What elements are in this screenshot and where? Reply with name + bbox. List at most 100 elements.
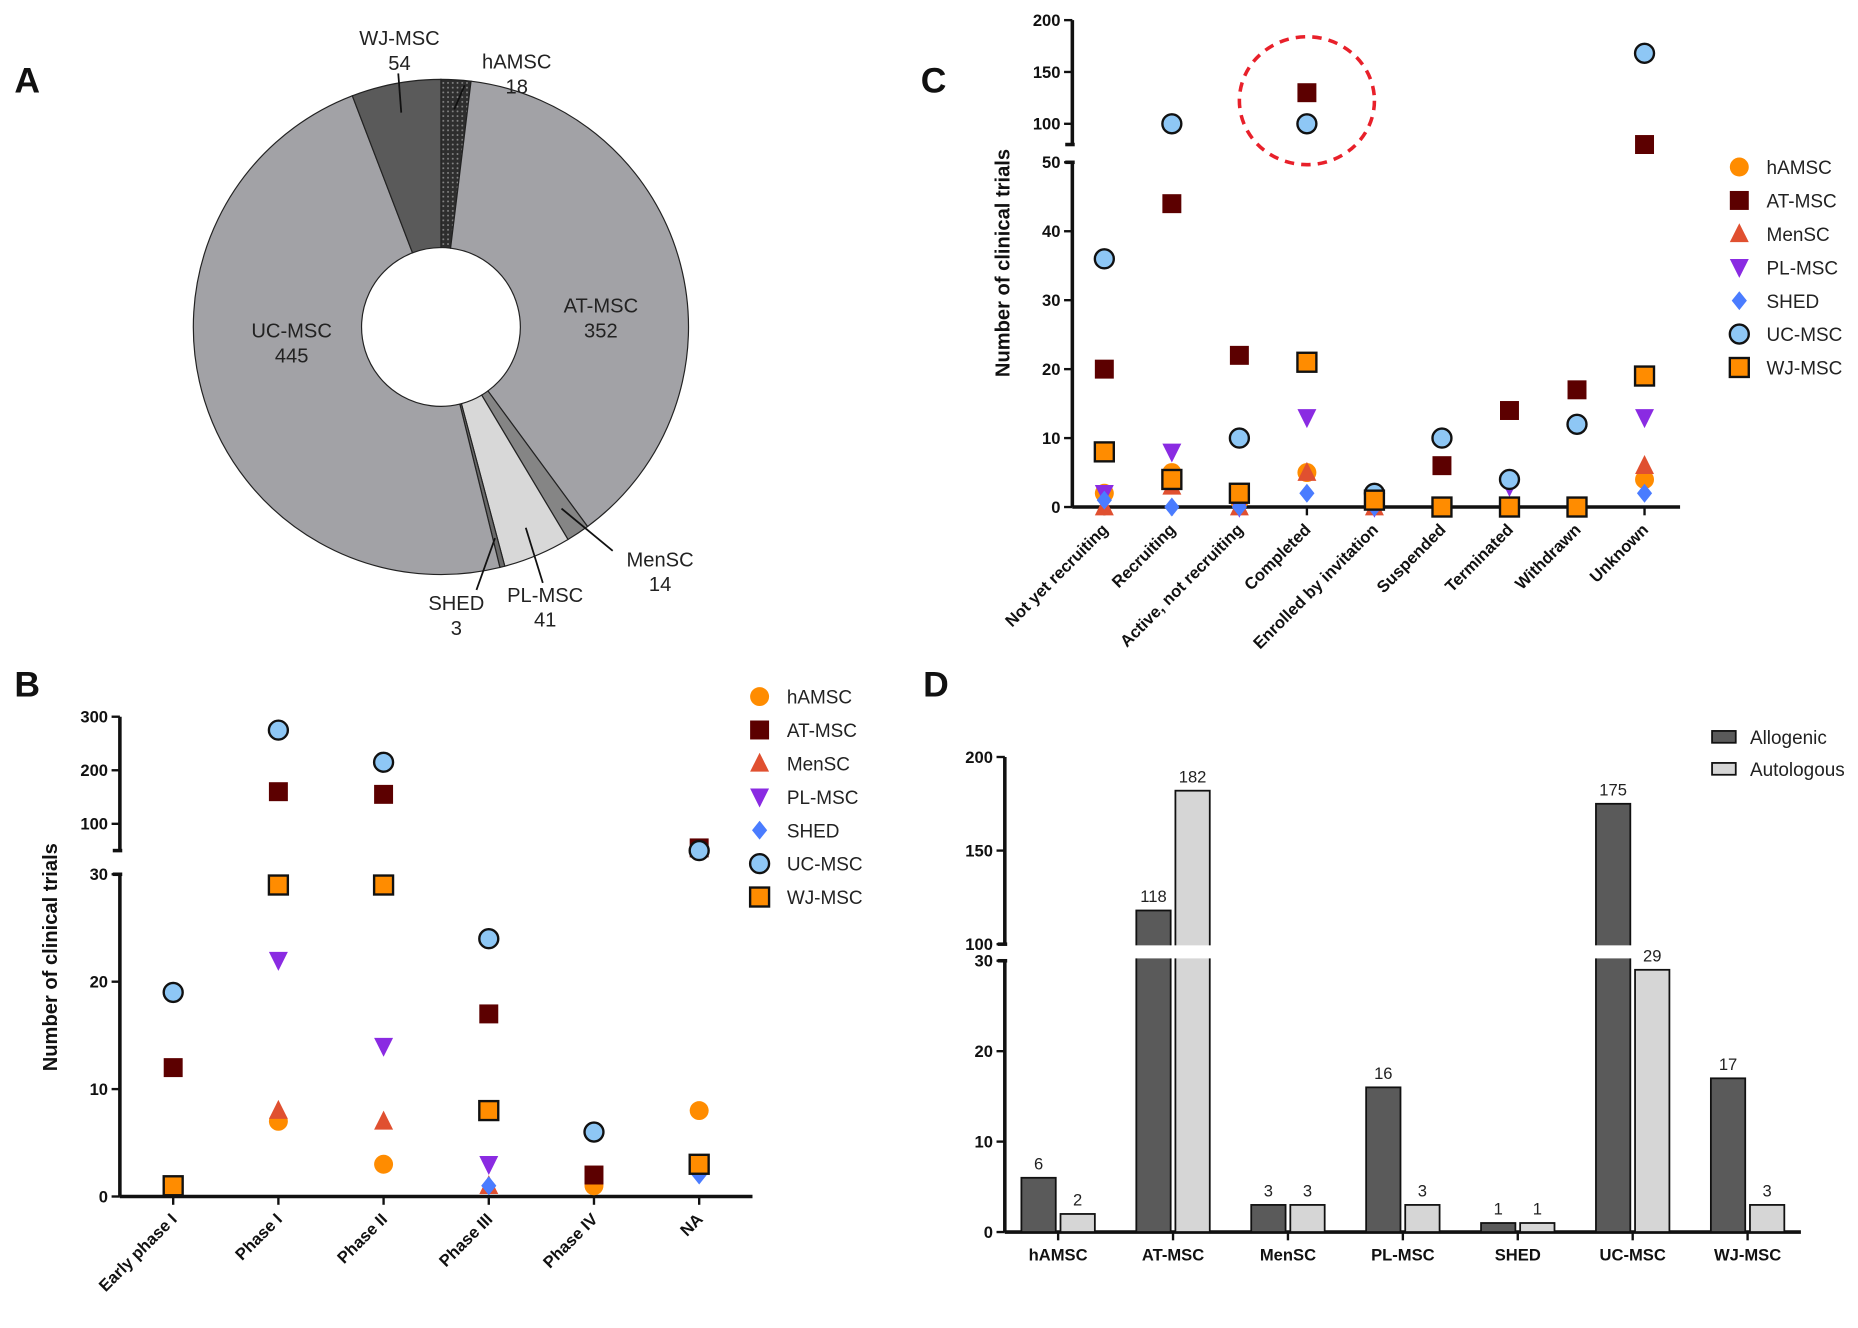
x-tick-label: NA <box>676 1210 706 1240</box>
y-tick-label: 200 <box>1033 11 1061 30</box>
slice-label: UC-MSC <box>251 321 332 343</box>
bar-value-label: 1 <box>1533 1200 1542 1219</box>
marker-uc-msc <box>1728 323 1750 345</box>
marker-wj-msc <box>1093 441 1115 463</box>
x-tick-label: Phase III <box>435 1210 496 1271</box>
y-tick-label: 200 <box>80 761 108 780</box>
marker-at-msc <box>1729 190 1749 210</box>
bar-value-label: 3 <box>1763 1182 1772 1201</box>
marker-wj-msc <box>267 874 290 896</box>
legend-label: SHED <box>1767 292 1820 313</box>
slice-value: 54 <box>388 53 410 75</box>
x-tick-label: UC-MSC <box>1600 1245 1666 1264</box>
slice-value: 41 <box>534 610 556 632</box>
x-tick-label: Completed <box>1240 520 1314 594</box>
leader-line <box>397 73 403 113</box>
marker-wj-msc <box>748 886 771 908</box>
slice-value: 445 <box>275 346 309 368</box>
x-tick-label: Terminated <box>1441 520 1517 596</box>
marker-shed <box>1164 497 1180 517</box>
marker-uc-msc <box>162 981 184 1004</box>
panel-label-d: D <box>923 665 949 705</box>
y-tick-label: 0 <box>1051 498 1060 517</box>
y-axis-label: Number of clinical trials <box>40 843 62 1071</box>
x-tick-label: WJ-MSC <box>1714 1245 1781 1264</box>
marker-uc-msc <box>1431 427 1453 449</box>
marker-hamsc <box>689 1101 709 1121</box>
marker-wj-msc <box>1566 496 1588 518</box>
marker-pl-msc <box>1635 409 1655 429</box>
y-tick-label: 30 <box>90 865 108 884</box>
y-tick-label: 100 <box>80 815 108 834</box>
x-tick-label: Recruiting <box>1108 520 1179 591</box>
bar-allogenic <box>1480 1222 1517 1233</box>
marker-at-msc <box>374 784 394 804</box>
marker-at-msc <box>1162 194 1182 214</box>
marker-wj-msc <box>1296 351 1318 373</box>
marker-hamsc <box>750 687 770 707</box>
bar-value-label: 118 <box>1140 887 1166 906</box>
bar-autologous <box>1634 968 1671 1233</box>
bar-autologous <box>1749 1204 1786 1233</box>
x-tick-label: Suspended <box>1373 520 1450 597</box>
marker-wj-msc <box>1363 489 1386 511</box>
marker-hamsc <box>374 1154 394 1174</box>
highlight-circle <box>1237 34 1377 167</box>
x-tick-label: PL-MSC <box>1371 1245 1435 1264</box>
marker-pl-msc <box>1297 409 1317 429</box>
y-tick-label: 200 <box>965 748 993 767</box>
marker-uc-msc <box>478 928 500 950</box>
bar-autologous <box>1519 1222 1556 1233</box>
x-tick-label: MenSC <box>1260 1245 1316 1264</box>
marker-pl-msc <box>479 1155 499 1175</box>
bar-value-label: 17 <box>1719 1055 1737 1074</box>
marker-pl-msc <box>268 951 288 971</box>
marker-mensc <box>750 752 770 772</box>
marker-hamsc <box>1729 157 1749 177</box>
legend-label: hAMSC <box>787 688 852 709</box>
marker-shed <box>1731 291 1747 311</box>
x-tick-label: Unknown <box>1586 520 1652 586</box>
marker-mensc <box>1635 455 1655 474</box>
bar-value-label: 3 <box>1303 1182 1312 1201</box>
marker-wj-msc <box>1498 496 1521 518</box>
leader-line <box>475 537 496 591</box>
marker-mensc <box>1729 223 1749 243</box>
legend-label: WJ-MSC <box>1767 359 1843 380</box>
slice-label: MenSC <box>627 549 694 571</box>
marker-uc-msc <box>1296 113 1318 135</box>
bar-allogenic <box>1135 909 1172 1233</box>
y-tick-label: 300 <box>80 708 108 727</box>
donut-slice-wj-msc <box>351 78 442 254</box>
marker-uc-msc <box>1498 468 1521 491</box>
y-tick-label: 10 <box>975 1133 993 1152</box>
marker-pl-msc <box>1162 443 1182 463</box>
marker-mensc <box>1297 461 1317 481</box>
marker-uc-msc <box>1633 42 1656 64</box>
bar-value-label: 3 <box>1264 1182 1273 1201</box>
panel-label-b: B <box>14 665 40 705</box>
slice-value: 352 <box>584 321 618 343</box>
marker-wj-msc <box>1633 365 1656 387</box>
donut-slice-uc-msc <box>192 95 501 576</box>
marker-at-msc <box>268 782 288 802</box>
marker-at-msc <box>1094 359 1114 379</box>
x-tick-label: Phase IV <box>539 1210 601 1272</box>
legend-swatch <box>1711 730 1737 744</box>
bar-allogenic <box>1250 1204 1287 1233</box>
marker-at-msc <box>1229 345 1249 365</box>
scatter-chart-status: 0 10 20 30 40 50 100 150 200 Not yet recruitingRe… <box>993 11 1843 653</box>
marker-uc-msc <box>372 751 395 773</box>
marker-at-msc <box>1432 456 1452 476</box>
legend-label: Allogenic <box>1750 728 1827 749</box>
y-tick-label: 20 <box>1042 360 1060 379</box>
marker-at-msc <box>750 720 770 740</box>
leader-line <box>560 507 614 552</box>
bar-value-label: 29 <box>1643 947 1661 966</box>
slice-label: PL-MSC <box>507 585 583 607</box>
x-tick-label: Withdrawn <box>1511 520 1584 593</box>
donut-chart: hAMSC 18 AT-MSC 352 MenSC 14 PL-MSC 41 SHED 3 UC-M… <box>192 28 694 640</box>
legend-label: MenSC <box>787 755 850 776</box>
